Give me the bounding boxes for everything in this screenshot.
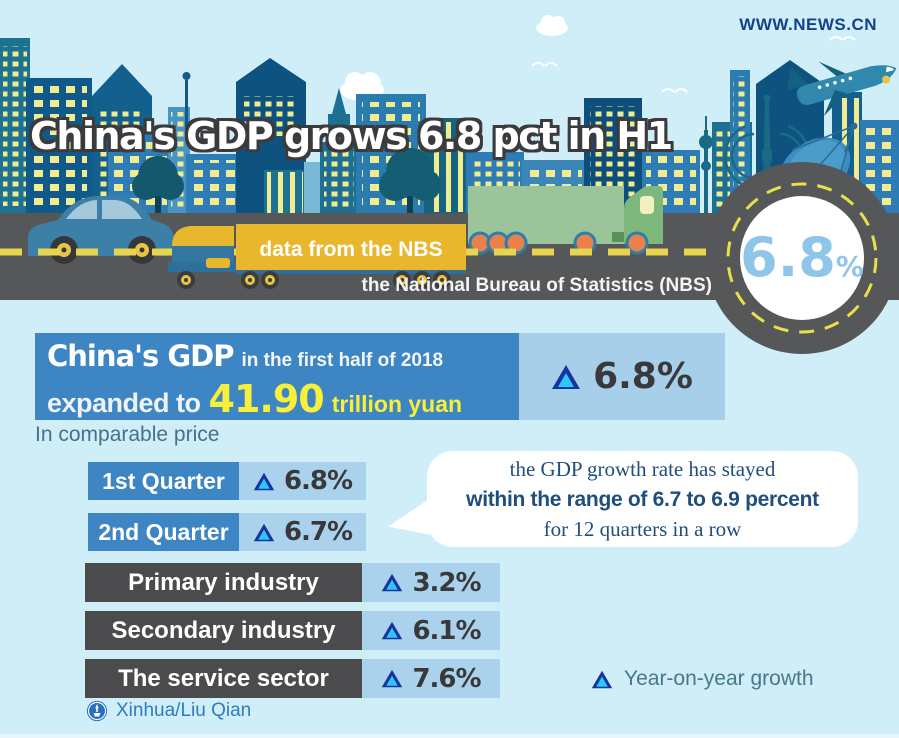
growth-triangle-icon <box>382 621 403 640</box>
callout-line-2: within the range of 6.7 to 6.9 percent <box>466 487 819 511</box>
ring-number: 6.8 <box>740 226 836 289</box>
gdp-summary-box: China's GDP in the first half of 2018 ex… <box>35 333 519 421</box>
industry-2-value: 6.1% <box>362 611 500 650</box>
satellite-dish-icon <box>779 122 858 215</box>
growth-triangle-icon <box>253 472 275 490</box>
legend: Year-on-year growth <box>591 667 814 691</box>
comparable-price-note: In comparable price <box>35 423 220 446</box>
industry-1-label: Primary industry <box>85 563 362 602</box>
site-url-link[interactable]: WWW.NEWS.CN <box>739 15 877 34</box>
tv-tower-icon <box>699 116 713 215</box>
industry-3-label: The service sector <box>85 659 362 698</box>
tree-icon <box>132 148 441 215</box>
gdp-amount: 41.90 <box>208 377 325 421</box>
page-title: China's GDP grows 6.8 pct in H1 <box>30 114 673 158</box>
truck-banner-label: data from the NBS <box>259 238 443 261</box>
source-label: the National Bureau of Statistics (NBS) <box>361 275 713 296</box>
growth-triangle-icon <box>253 523 275 541</box>
industry-1-value: 3.2% <box>362 563 500 602</box>
growth-triangle-icon <box>382 573 403 592</box>
callout-bubble-tail <box>388 497 432 535</box>
credit-line: Xinhua/Liu Qian <box>86 700 251 722</box>
ring-percent-sign: % <box>835 250 864 283</box>
gdp-heading: China's GDP <box>47 339 234 373</box>
h1-growth-value: 6.8% <box>593 356 693 397</box>
gdp-amount-unit: trillion yuan <box>331 391 463 417</box>
quarter-1-label: 1st Quarter <box>88 462 239 500</box>
industry-3-value: 7.6% <box>362 659 500 698</box>
container-truck-icon <box>468 186 663 255</box>
cloud-icon <box>340 15 568 128</box>
legend-label: Year-on-year growth <box>624 667 814 690</box>
callout-line-1: the GDP growth rate has stayed <box>509 456 776 481</box>
quarter-1-value: 6.8% <box>239 462 366 500</box>
city-scene-illustration <box>0 15 899 354</box>
quarter-2-value: 6.7% <box>239 513 366 551</box>
growth-triangle-icon <box>382 669 403 688</box>
callout-line-3: for 12 quarters in a row <box>543 516 742 541</box>
bird-icon <box>531 36 856 93</box>
radio-tower-icon <box>723 94 811 215</box>
growth-triangle-icon <box>591 670 613 688</box>
growth-triangle-icon <box>552 364 581 389</box>
ring-growth-value: 6.8% <box>714 224 890 292</box>
quarter-2-label: 2nd Quarter <box>88 513 239 551</box>
industry-2-label: Secondary industry <box>85 611 362 650</box>
credit-label: Xinhua/Liu Qian <box>116 700 252 721</box>
h1-growth-box: 6.8% <box>519 333 725 420</box>
callout-bubble: the GDP growth rate has stayed within th… <box>427 451 858 547</box>
car-icon <box>28 196 174 264</box>
gdp-heading-period: in the first half of 2018 <box>241 350 444 371</box>
gdp-expanded-label: expanded to <box>47 388 201 418</box>
bottom-strip <box>0 734 899 738</box>
xinhua-logo-icon <box>86 700 108 722</box>
airplane-icon <box>787 61 897 117</box>
